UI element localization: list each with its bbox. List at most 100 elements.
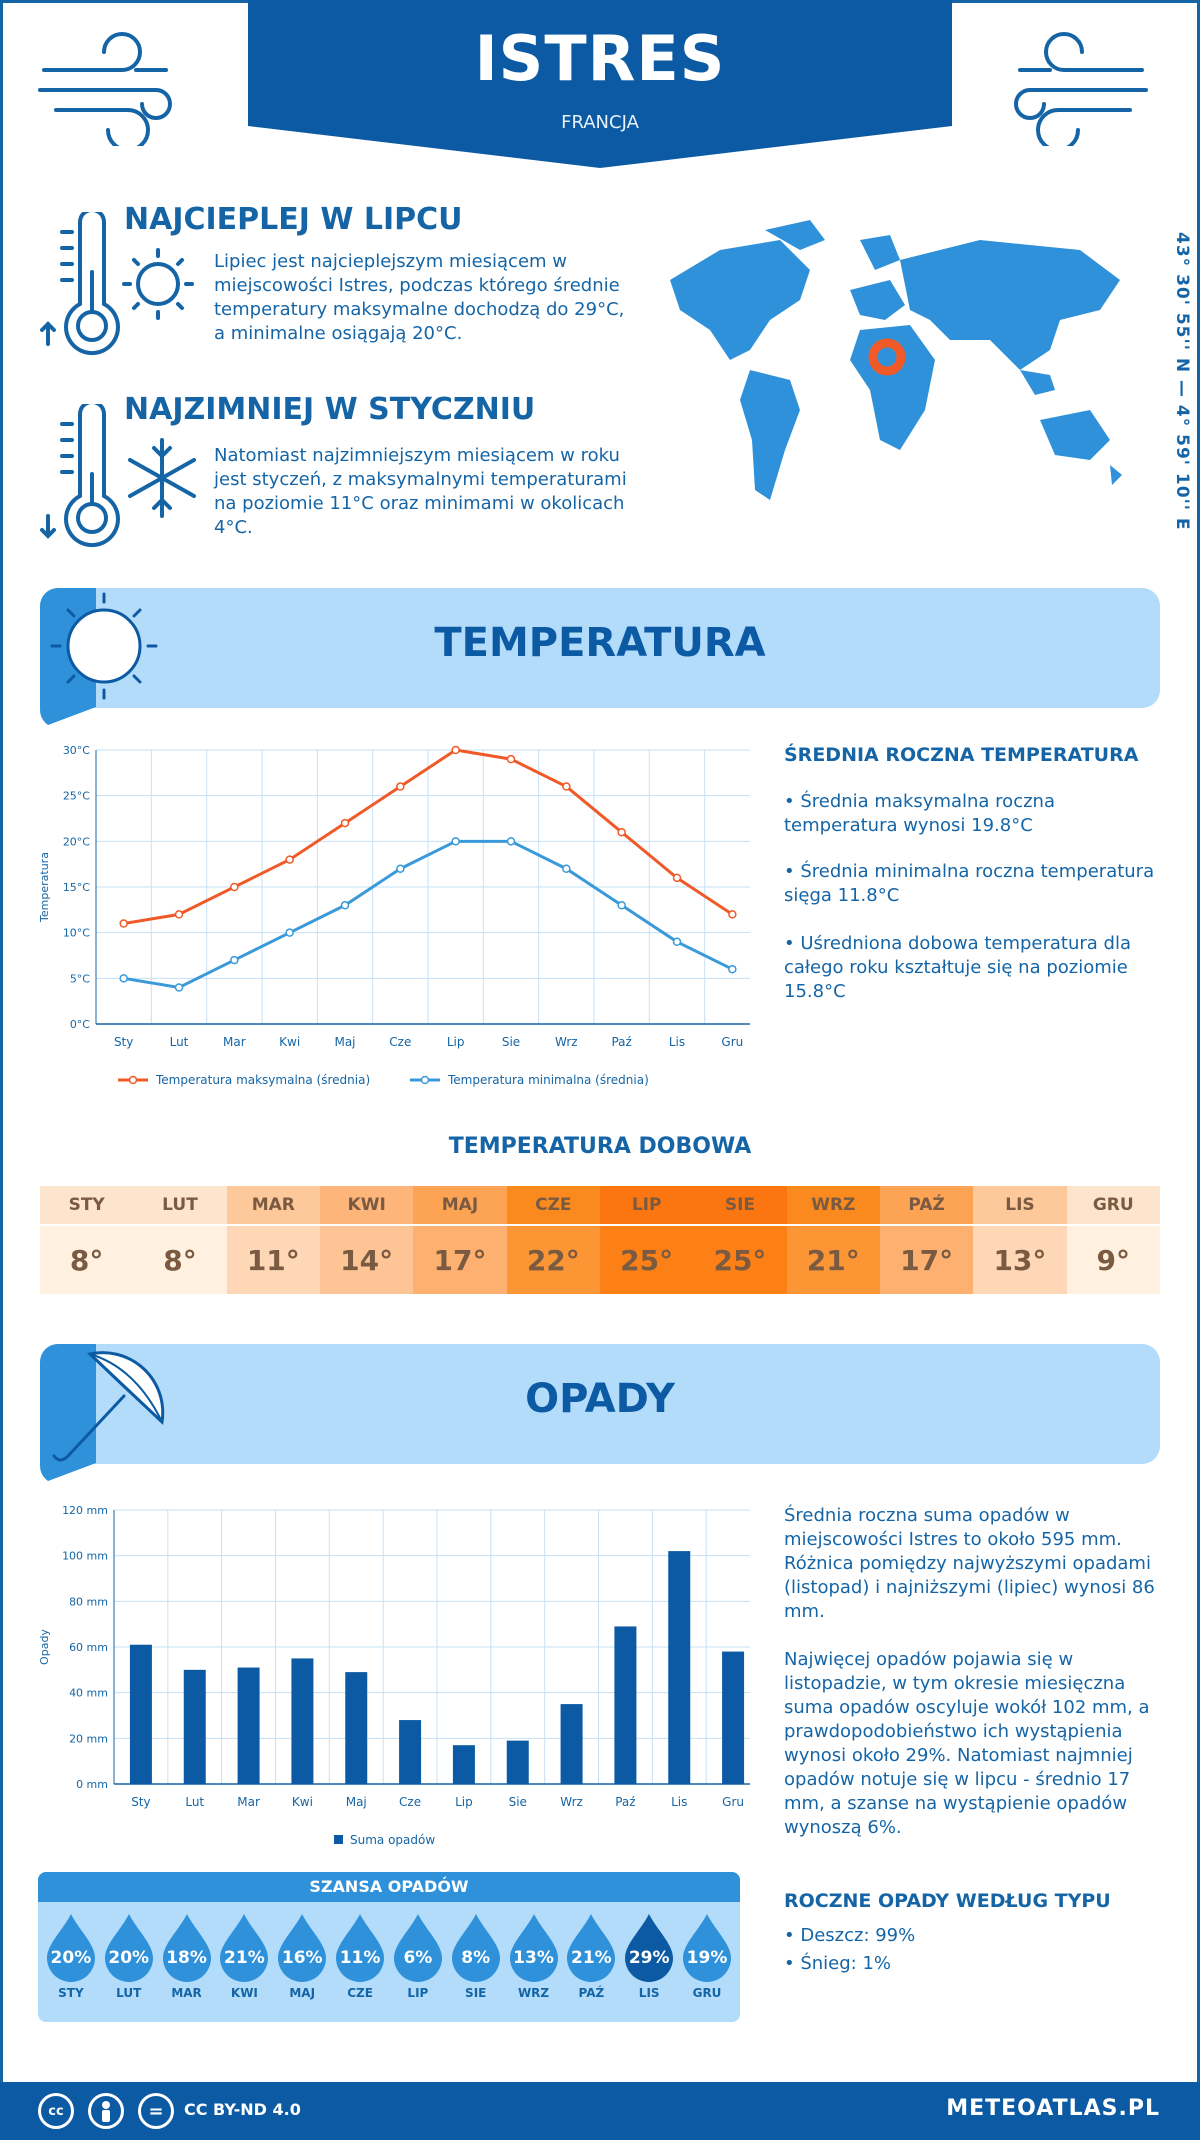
raindrop-icon: 21% (218, 1912, 270, 1982)
precip-chance-month: LIS (638, 1986, 660, 2000)
x-tick-label: Lip (447, 1035, 465, 1049)
x-tick-label: Paź (611, 1035, 631, 1049)
x-tick-label: Lut (185, 1795, 204, 1809)
data-point (119, 919, 128, 928)
precip-chance-value: 11% (339, 1948, 381, 1968)
y-tick-label: 10°C (63, 927, 90, 940)
data-point (672, 873, 682, 883)
data-point (506, 754, 516, 764)
daily-temp-column: CZE 22° (506, 1186, 600, 1294)
precip-chance-item: 21% KWI (217, 1912, 271, 2000)
data-point (119, 974, 128, 983)
data-point (617, 901, 626, 910)
raindrop-icon: 11% (334, 1912, 386, 1982)
bar (560, 1704, 583, 1784)
y-tick-label: 25°C (63, 790, 90, 803)
hottest-text: Lipiec jest najcieplejszym miesiącem w m… (214, 251, 625, 344)
coordinates: 43° 30' 55'' N — 4° 59' 10'' E (1172, 232, 1192, 531)
x-tick-label: Sty (131, 1795, 150, 1809)
legend-marker (420, 1075, 430, 1085)
x-tick-label: Maj (346, 1795, 367, 1809)
raindrop-icon: 20% (45, 1912, 97, 1982)
legend-marker (128, 1075, 138, 1085)
raindrop-icon: 18% (161, 1912, 213, 1982)
x-tick-label: Sie (502, 1035, 520, 1049)
raindrop-icon: 29% (623, 1912, 675, 1982)
data-point (340, 901, 350, 910)
daily-temp-value: 21° (786, 1224, 880, 1294)
daily-temp-column: SIE 25° (693, 1186, 787, 1294)
umbrella-icon (52, 1351, 165, 1462)
daily-temp-value: 8° (133, 1224, 227, 1294)
wind-icon-left (38, 32, 172, 146)
cc-icon[interactable]: cc (38, 2093, 74, 2129)
x-tick-label: Kwi (279, 1035, 300, 1049)
no-derivatives-icon[interactable]: = (138, 2093, 174, 2129)
daily-temp-column: MAJ 17° (413, 1186, 507, 1294)
precip-chance-drops: 20% STY 20% LUT 18% MAR 21% KWI 16% MAJ 11% CZE 6% LI… (38, 1902, 740, 2000)
precip-chance-month: LUT (116, 1986, 142, 2000)
precip-type-rain: • Deszcz: 99% (784, 1925, 916, 1946)
bar (722, 1651, 745, 1784)
precip-chance-value: 19% (686, 1948, 728, 1968)
precip-types-heading: ROCZNE OPADY WEDŁUG TYPU (784, 1890, 1111, 1912)
precip-chance-value: 20% (50, 1948, 92, 1968)
precip-chance-month: SIE (465, 1986, 487, 2000)
y-tick-label: 40 mm (69, 1687, 108, 1700)
precip-chance-item: 20% STY (44, 1912, 98, 2000)
data-point (617, 827, 626, 837)
precip-details: Najwięcej opadów pojawia się w listopadz… (784, 1649, 1150, 1838)
raindrop-icon: 19% (681, 1912, 733, 1982)
data-point (285, 855, 294, 864)
x-tick-label: Gru (721, 1035, 743, 1049)
daily-temp-month: LIP (599, 1186, 694, 1224)
annual-temp-min: • Średnia minimalna roczna temperatura s… (784, 861, 1155, 906)
daily-temp-value: 25° (599, 1224, 694, 1294)
y-tick-label: 0°C (70, 1018, 90, 1031)
brand-link[interactable]: METEOATLAS.PL (946, 2096, 1160, 2121)
y-tick-label: 20 mm (69, 1732, 108, 1745)
legend-label: Temperatura minimalna (średnia) (447, 1073, 649, 1087)
x-tick-label: Lis (671, 1795, 687, 1809)
license-text[interactable]: CC BY-ND 4.0 (184, 2100, 301, 2119)
precip-chance-month: LIP (407, 1986, 429, 2000)
precip-chance-item: 13% WRZ (507, 1912, 561, 2000)
bar (399, 1720, 422, 1784)
daily-temp-value: 11° (226, 1224, 320, 1294)
data-point (174, 983, 184, 992)
x-tick-label: Sie (509, 1795, 527, 1809)
raindrop-icon: 13% (508, 1912, 560, 1982)
data-point (174, 910, 184, 919)
precip-chance-value: 29% (628, 1948, 670, 1968)
temperature-chart: 0°C 5°C 10°C 15°C 20°C 25°C 30°C Sty Lut Mar Kwi Ma… (38, 744, 750, 1087)
legend-label: Suma opadów (350, 1833, 435, 1847)
sun-icon (50, 592, 158, 700)
precip-chance-value: 13% (513, 1948, 554, 1968)
data-point (285, 928, 294, 937)
data-point (728, 910, 737, 919)
precip-chance-item: 16% MAJ (275, 1912, 329, 2000)
data-point (728, 964, 737, 974)
y-tick-label: 5°C (70, 972, 90, 985)
person-icon[interactable] (88, 2093, 124, 2129)
legend-swatch (334, 1835, 343, 1844)
x-tick-label: Wrz (555, 1035, 578, 1049)
thermometer-cold-icon (40, 404, 196, 547)
world-map (670, 220, 1122, 500)
x-tick-label: Lut (170, 1035, 189, 1049)
daily-temp-month: CZE (506, 1186, 600, 1224)
y-tick-label: 100 mm (62, 1550, 108, 1563)
bar (129, 1644, 152, 1784)
data-point (396, 864, 405, 873)
y-tick-label: 60 mm (69, 1641, 108, 1654)
annual-temp-max: • Średnia maksymalna roczna temperatura … (784, 791, 1055, 836)
daily-temp-month: KWI (319, 1186, 414, 1224)
precip-chance-box: SZANSA OPADÓW 20% STY 20% LUT 18% MAR 21% KWI 16… (38, 1872, 740, 2022)
precipitation-chart: 0 mm 20 mm 40 mm 60 mm 80 mm 100 mm 120 mm Sty L… (38, 1504, 750, 1847)
daily-temp-month: GRU (1066, 1186, 1160, 1224)
precip-chance-value: 18% (166, 1948, 207, 1968)
data-point (451, 745, 460, 755)
precip-chance-value: 6% (403, 1948, 433, 1968)
coldest-text: Natomiast najzimniejszym miesiącem w rok… (214, 445, 627, 538)
daily-temp-title: TEMPERATURA DOBOWA (448, 1134, 752, 1159)
